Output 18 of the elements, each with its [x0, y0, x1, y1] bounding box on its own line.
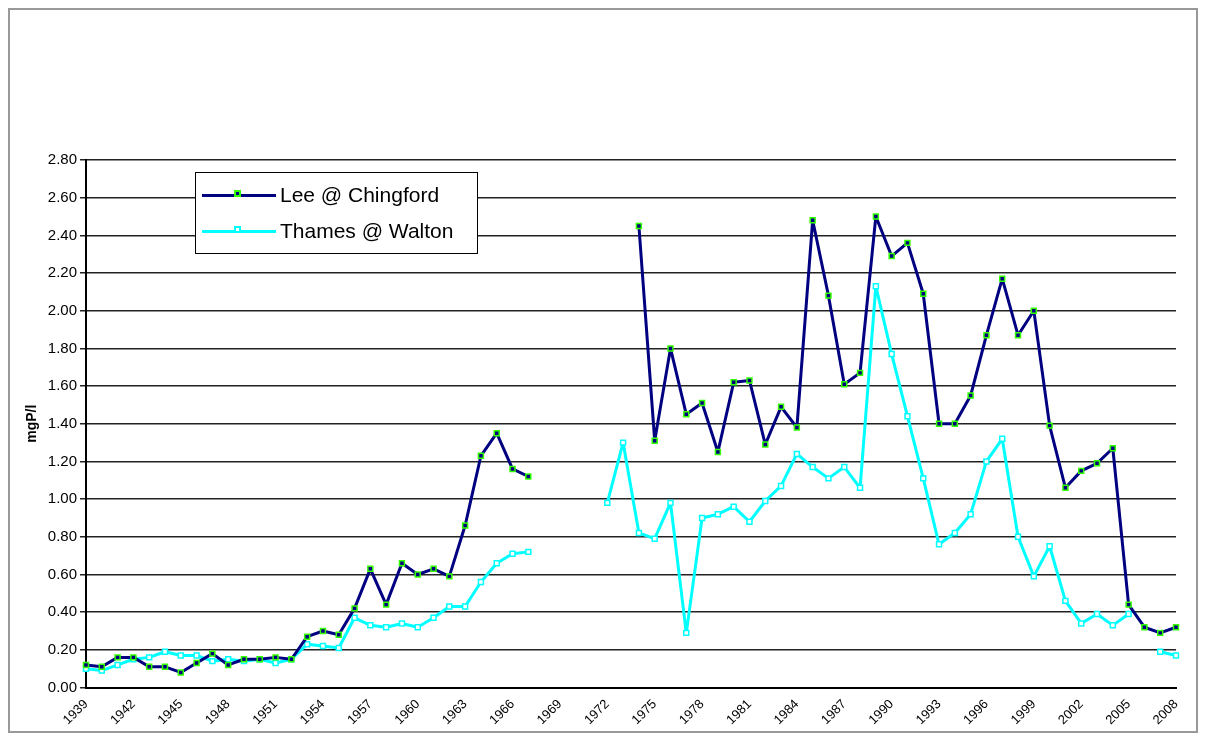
y-tick-label: 2.60	[47, 187, 77, 205]
y-tick-label: 1.60	[47, 376, 77, 394]
y-tick-label: 1.20	[47, 451, 77, 469]
y-tick-label: 1.40	[47, 413, 77, 431]
legend-label: Thames @ Walton	[280, 219, 454, 243]
y-tick-label: 2.40	[47, 225, 77, 243]
y-tick-label: 2.00	[47, 300, 77, 318]
y-tick-label: 0.00	[47, 677, 77, 695]
y-axis-title: mgP/l	[23, 404, 40, 443]
y-tick-label: 1.00	[47, 489, 77, 507]
legend-label: Lee @ Chingford	[280, 183, 440, 207]
y-tick-label: 1.80	[47, 338, 77, 356]
y-tick-label: 0.40	[47, 602, 77, 620]
y-tick-label: 0.80	[47, 526, 77, 544]
y-tick-label: 2.80	[47, 150, 77, 168]
y-tick-label: 2.20	[47, 263, 77, 281]
y-tick-label: 0.60	[47, 564, 77, 582]
y-tick-label: 0.20	[47, 639, 77, 657]
